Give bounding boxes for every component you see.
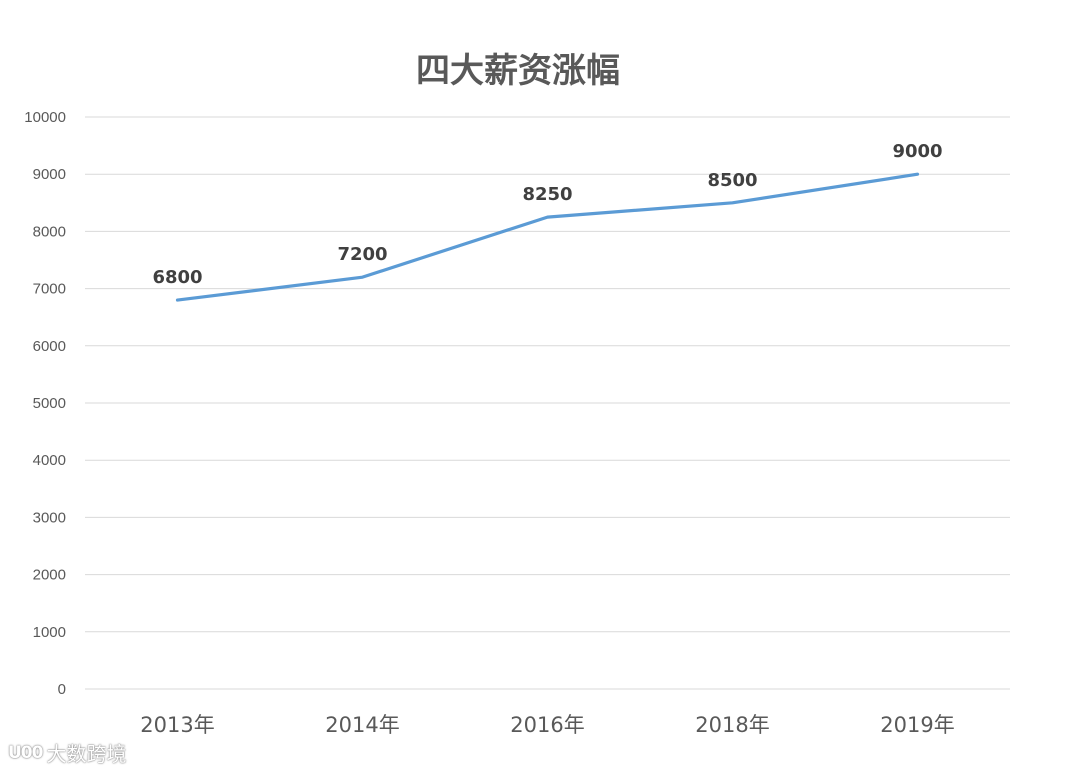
y-tick-label: 0 [58,681,66,698]
chart-title: 四大薪资涨幅 [416,51,620,91]
gridlines [85,116,1010,690]
x-tick-label: 2013年 [140,713,214,737]
x-axis-tick-labels: 2013年 2014年 2016年 2018年 2019年 [140,713,954,737]
y-tick-label: 6000 [33,338,66,355]
data-label: 6800 [152,267,202,288]
y-tick-label: 1000 [33,624,66,641]
data-labels: 6800 7200 8250 8500 9000 [152,141,942,288]
y-axis-tick-labels: 0 1000 2000 3000 4000 5000 6000 7000 8000 9000 100… [24,109,66,698]
x-tick-label: 2014年 [325,713,399,737]
y-tick-label: 9000 [33,166,66,183]
y-tick-label: 5000 [33,395,66,412]
series-layer [175,172,920,302]
x-tick-label: 2016年 [510,713,584,737]
y-tick-label: 10000 [24,109,66,126]
data-label: 9000 [892,141,942,162]
data-label: 7200 [337,244,387,265]
y-tick-label: 4000 [33,452,66,469]
watermark: U00 大数跨境 [8,738,126,767]
x-tick-label: 2019年 [880,713,954,737]
y-tick-label: 3000 [33,509,66,526]
data-label: 8250 [522,184,572,205]
watermark-text: 大数跨境 [46,742,127,766]
x-tick-label: 2018年 [695,713,769,737]
y-tick-label: 7000 [33,281,66,298]
y-tick-label: 8000 [33,223,66,240]
data-label: 8500 [707,170,757,191]
y-tick-label: 2000 [33,567,66,584]
watermark-logo-icon: U00 [8,742,43,763]
